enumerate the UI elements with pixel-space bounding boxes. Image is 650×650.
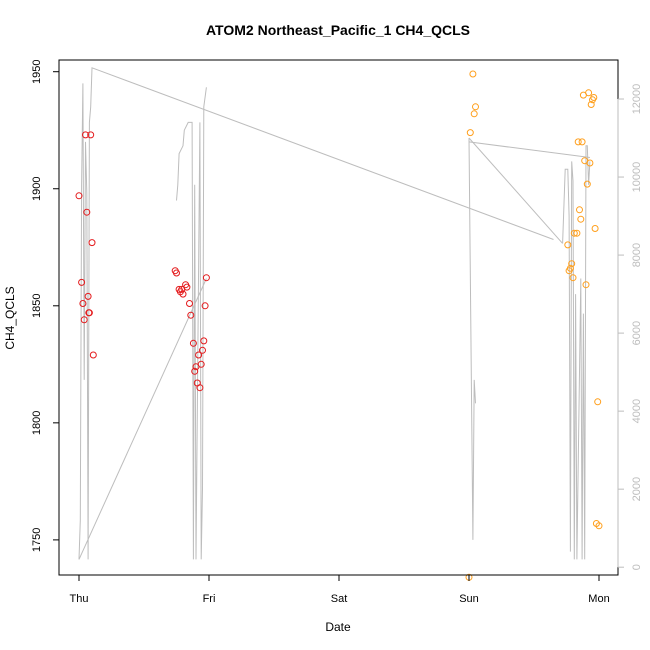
data-point [472,103,479,111]
data-point [186,300,193,307]
data-point [573,229,581,237]
data-point [197,360,205,368]
data-point [583,180,591,188]
data-point [582,281,590,289]
x-tick-label: Sun [459,593,479,605]
y-tick-label: 1800 [31,411,43,435]
data-point [578,138,586,146]
data-point [566,264,574,272]
right-tick-label: 6000 [631,321,643,345]
altitude-line-segment [468,137,563,244]
points-layer [75,70,603,581]
data-point [469,70,477,78]
y-tick-label: 1900 [31,177,43,201]
y-axis: 1750 1800 1850 1900 1950 [31,59,60,552]
altitude-line-segment [562,145,591,560]
data-point [202,274,210,282]
altitude-line-segment [78,278,207,560]
data-point [187,311,195,319]
y-tick-label: 1750 [31,528,43,552]
data-point [173,269,180,277]
data-point [595,522,603,530]
data-point [82,131,89,139]
data-point [199,346,206,354]
data-point [594,398,602,406]
data-point [577,215,585,223]
altitude-line-layer [78,67,591,560]
chart-title: ATOM2 Northeast_Pacific_1 CH4_QCLS [206,22,470,38]
data-point [85,309,93,317]
data-point [466,129,474,137]
data-point [590,94,598,101]
x-tick-label: Thu [70,593,89,605]
right-axis: 0 2000 4000 6000 8000 10000 12000 [617,84,643,570]
x-tick-label: Mon [588,593,609,605]
data-point [196,384,204,392]
data-point [84,292,92,300]
data-point [587,101,595,108]
altitude-line-segment [78,67,554,560]
data-point [78,278,86,286]
data-point [79,300,87,307]
right-tick-label: 2000 [631,477,643,501]
data-point [189,339,197,347]
altitude-line-segment [468,141,590,158]
data-point [470,110,478,118]
right-tick-label: 0 [631,564,643,570]
altitude-line-segment [468,137,476,540]
x-tick-label: Fri [203,593,216,605]
data-point [195,351,203,359]
data-point [75,192,83,200]
x-axis: Thu Fri Sat Sun Mon [70,574,610,605]
right-tick-label: 10000 [631,162,643,193]
data-point [570,229,578,237]
data-point [87,131,95,139]
data-point [586,159,594,167]
x-tick-label: Sat [331,593,348,605]
data-point [569,274,577,282]
altitude-line-segment [176,87,207,560]
data-point [564,241,572,249]
data-point [591,225,599,232]
right-tick-label: 8000 [631,243,643,267]
data-point [568,260,576,268]
data-point [183,283,191,291]
data-point [80,316,88,324]
data-point [585,89,593,97]
data-point [201,302,209,310]
data-point [574,138,582,146]
y-tick-label: 1950 [31,59,43,83]
data-point [191,367,199,375]
right-tick-label: 4000 [631,399,643,423]
y-tick-label: 1850 [31,294,43,318]
right-tick-label: 12000 [631,84,643,115]
x-axis-label: Date [325,620,351,634]
data-point [83,208,91,216]
y-axis-label: CH4_QCLS [3,286,17,349]
data-point [200,337,208,345]
data-point [89,351,97,359]
data-point [179,290,187,298]
data-point [88,239,96,247]
data-point [576,206,583,214]
